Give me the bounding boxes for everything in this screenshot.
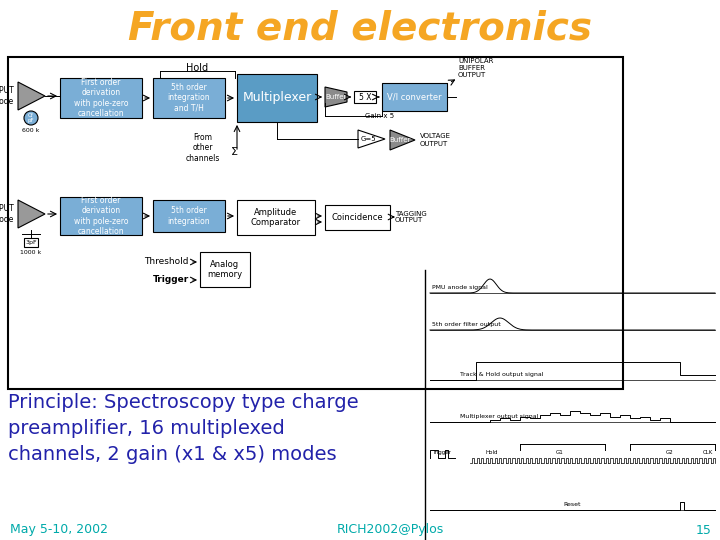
- Text: G1: G1: [556, 450, 564, 455]
- Bar: [8, 57, 623, 389]
- Text: INPUT
dynode: INPUT dynode: [0, 204, 14, 224]
- Text: G=5: G=5: [360, 136, 376, 142]
- Text: Σ: Σ: [230, 147, 238, 157]
- Text: Amplitude
Comparator: Amplitude Comparator: [251, 208, 301, 227]
- Text: UNIPOLAR
BUFFER
OUTPUT: UNIPOLAR BUFFER OUTPUT: [458, 58, 493, 78]
- Bar: [237, 74, 317, 122]
- Polygon shape: [18, 200, 45, 228]
- Text: From
other
channels: From other channels: [186, 133, 220, 163]
- Text: 5th order
integration: 5th order integration: [168, 206, 210, 226]
- Polygon shape: [390, 130, 415, 150]
- Text: Trigger: Trigger: [432, 450, 451, 455]
- Polygon shape: [325, 87, 347, 107]
- Text: G2: G2: [666, 450, 674, 455]
- Text: Buffer: Buffer: [390, 137, 410, 143]
- Text: Hold: Hold: [485, 450, 498, 455]
- Text: 5th order
integration
and T/H: 5th order integration and T/H: [168, 83, 210, 113]
- Text: Threshold: Threshold: [145, 258, 189, 267]
- Text: Trigger: Trigger: [153, 275, 189, 285]
- Text: CLK: CLK: [703, 450, 713, 455]
- Bar: [354, 91, 376, 103]
- Text: PMU anode signal: PMU anode signal: [432, 285, 487, 290]
- Text: Hold: Hold: [186, 63, 208, 73]
- Text: RICH2002@Pylos: RICH2002@Pylos: [336, 523, 444, 537]
- Text: VOLTAGE
OUTPUT: VOLTAGE OUTPUT: [420, 133, 451, 146]
- Polygon shape: [358, 130, 385, 148]
- Text: V/I converter: V/I converter: [387, 92, 442, 102]
- Text: 600 k: 600 k: [22, 127, 40, 132]
- Bar: [200, 252, 250, 287]
- Text: Front end electronics: Front end electronics: [128, 9, 592, 47]
- Text: Gain x 5: Gain x 5: [365, 113, 394, 119]
- Text: 5 X: 5 X: [359, 92, 372, 102]
- Text: Analog
memory: Analog memory: [207, 260, 243, 279]
- Text: 15: 15: [696, 523, 712, 537]
- Text: First order
derivation
with pole-zero
cancellation: First order derivation with pole-zero ca…: [73, 78, 128, 118]
- Text: Reset: Reset: [564, 502, 581, 507]
- Polygon shape: [18, 82, 45, 110]
- Text: Coincidence: Coincidence: [332, 213, 383, 222]
- Bar: [60, 78, 142, 118]
- Text: 3pF: 3pF: [25, 240, 37, 245]
- Circle shape: [24, 111, 38, 125]
- Text: First order
derivation
with pole-zero
cancellation: First order derivation with pole-zero ca…: [73, 196, 128, 236]
- Text: Buffer: Buffer: [325, 94, 347, 100]
- Bar: [153, 200, 225, 232]
- Text: channels, 2 gain (x1 & x5) modes: channels, 2 gain (x1 & x5) modes: [8, 445, 337, 464]
- Text: 1000 k: 1000 k: [20, 249, 42, 254]
- Bar: [237, 200, 315, 235]
- Bar: [24, 238, 38, 247]
- Bar: [382, 83, 447, 111]
- Text: Cf
pF: Cf pF: [27, 113, 35, 124]
- Text: INPUT
Anode: INPUT Anode: [0, 86, 14, 106]
- Text: Track & Hold output signal: Track & Hold output signal: [460, 372, 544, 377]
- Bar: [153, 78, 225, 118]
- Text: TAGGING
OUTPUT: TAGGING OUTPUT: [395, 211, 427, 224]
- Text: 5th order filter output: 5th order filter output: [432, 322, 500, 327]
- Text: May 5-10, 2002: May 5-10, 2002: [10, 523, 108, 537]
- Text: preamplifier, 16 multiplexed: preamplifier, 16 multiplexed: [8, 419, 284, 438]
- Text: Principle: Spectroscopy type charge: Principle: Spectroscopy type charge: [8, 393, 359, 412]
- Text: Multiplexer output signal: Multiplexer output signal: [460, 414, 539, 419]
- Bar: [325, 205, 390, 230]
- Text: Multiplexer: Multiplexer: [243, 91, 312, 105]
- Bar: [60, 197, 142, 235]
